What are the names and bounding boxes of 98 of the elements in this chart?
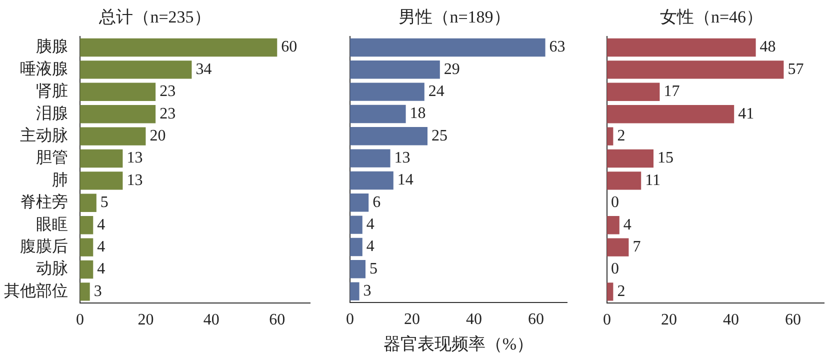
data-label: 15 (658, 150, 674, 167)
bar (607, 238, 629, 256)
data-label: 5 (100, 194, 108, 212)
bar (80, 238, 94, 256)
y-tick-label: 肺 (52, 172, 68, 189)
data-label: 4 (97, 238, 106, 256)
bar (607, 127, 614, 146)
bar (80, 149, 123, 168)
y-tick-label: 泪腺 (36, 105, 68, 122)
bar (607, 149, 654, 168)
x-tick-label: 60 (269, 312, 286, 329)
bar (607, 172, 642, 190)
x-axis-title: 器官表现频率（%） (383, 334, 534, 354)
bar (350, 171, 394, 190)
x-tick-label: 0 (603, 312, 611, 329)
y-tick-label: 其他部位 (4, 282, 68, 300)
x-tick-label: 0 (76, 312, 84, 329)
bar (350, 104, 406, 124)
data-label: 2 (617, 282, 626, 300)
data-label: 4 (366, 216, 374, 234)
data-label: 34 (196, 60, 212, 78)
x-tick-label: 20 (404, 311, 420, 328)
data-label: 13 (126, 172, 143, 189)
bar (607, 38, 756, 57)
bar (80, 282, 90, 301)
y-tick-label: 胆管 (36, 150, 68, 167)
data-label: 3 (94, 282, 102, 300)
data-label: 25 (432, 127, 448, 144)
bar (80, 194, 96, 212)
chart-title: 女性（n=46） (660, 8, 764, 27)
data-label: 3 (363, 282, 372, 300)
data-label: 24 (428, 83, 444, 100)
data-label: 14 (397, 172, 414, 189)
x-tick-label: 40 (723, 312, 739, 329)
data-label: 7 (632, 238, 641, 256)
x-tick-label: 20 (661, 312, 677, 329)
bar (350, 149, 390, 168)
bar (80, 127, 146, 146)
data-label: 63 (549, 38, 566, 56)
chart-title: 男性（n=189） (398, 8, 510, 27)
data-label: 0 (611, 260, 619, 278)
data-label: 60 (281, 38, 298, 56)
bar (607, 216, 620, 234)
data-label: 4 (97, 216, 106, 234)
y-tick-label: 肾脏 (36, 82, 68, 100)
data-label: 11 (645, 172, 661, 189)
bar (80, 38, 278, 57)
chart-title: 总计（n=235） (98, 8, 211, 27)
data-label: 57 (788, 60, 804, 78)
y-tick-label: 脊柱旁 (20, 193, 68, 212)
x-tick-label: 0 (346, 311, 354, 328)
data-label: 13 (394, 150, 410, 167)
bar (350, 282, 360, 300)
data-label: 4 (366, 238, 374, 256)
bar (350, 82, 424, 101)
y-tick-label: 眼眶 (36, 216, 68, 234)
bar (80, 216, 94, 234)
data-label: 0 (611, 194, 619, 212)
x-tick-label: 20 (138, 312, 154, 329)
data-label: 17 (664, 83, 680, 100)
bar (607, 105, 734, 124)
data-label: 20 (150, 128, 166, 145)
bar (607, 60, 784, 79)
data-label: 13 (126, 150, 143, 167)
bar (80, 82, 156, 101)
bar (350, 238, 362, 256)
bar (350, 260, 366, 278)
data-label: 4 (623, 216, 632, 234)
data-label: 29 (444, 60, 460, 78)
data-label: 18 (410, 105, 426, 122)
y-tick-label: 胰腺 (36, 38, 68, 56)
data-label: 6 (372, 194, 381, 211)
bar (350, 127, 428, 146)
bar (80, 172, 123, 190)
y-tick-label: 主动脉 (20, 126, 68, 145)
data-label: 2 (617, 128, 626, 145)
data-label: 4 (97, 260, 106, 278)
bar (607, 282, 614, 301)
bar (350, 60, 440, 79)
bar (350, 216, 362, 234)
y-tick-label: 动脉 (36, 260, 68, 278)
bar (80, 60, 192, 79)
y-tick-label: 腹膜后 (20, 238, 68, 256)
data-label: 48 (760, 38, 776, 56)
bar (80, 260, 94, 279)
bar (350, 38, 546, 57)
x-tick-label: 60 (528, 311, 544, 328)
y-tick-label: 唾液腺 (20, 60, 68, 78)
data-label: 5 (370, 260, 378, 278)
data-label: 41 (738, 105, 754, 122)
bar (350, 194, 369, 212)
x-tick-label: 60 (785, 312, 801, 329)
bar (80, 105, 156, 124)
x-tick-label: 40 (466, 311, 482, 328)
x-tick-label: 40 (203, 312, 220, 329)
bar (607, 82, 660, 101)
data-label: 23 (160, 83, 176, 100)
data-label: 23 (160, 105, 176, 122)
